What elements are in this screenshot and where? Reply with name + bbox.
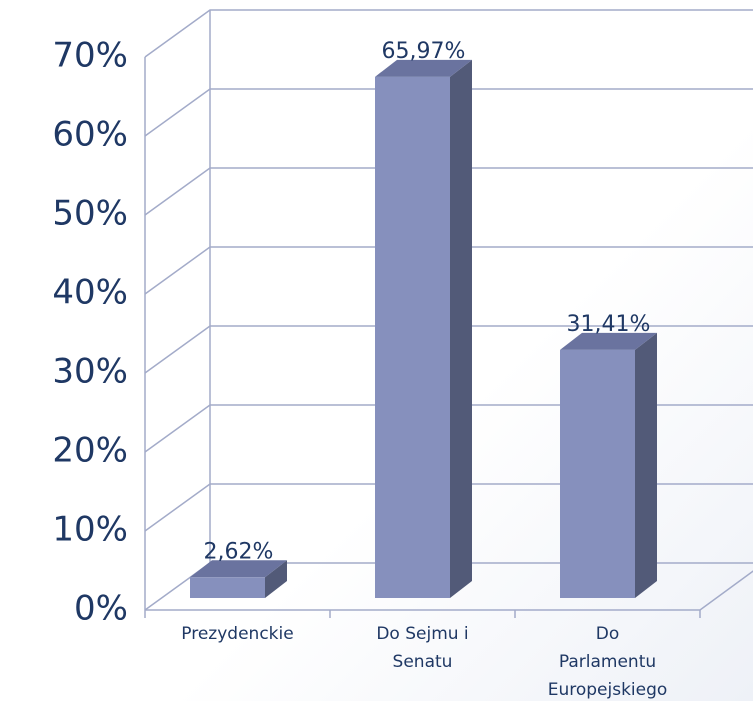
bar-side <box>635 332 657 598</box>
y-tick-label: 30% <box>52 352 128 392</box>
bar-side <box>265 560 287 598</box>
bar <box>560 349 635 598</box>
grid-line <box>144 88 753 137</box>
data-label: 31,41% <box>567 312 651 337</box>
y-tick-label: 70% <box>52 36 128 76</box>
grid-line <box>144 167 753 216</box>
grid-line <box>144 325 753 374</box>
data-label: 65,97% <box>382 39 466 64</box>
x-tick-label: Do Parlamentu Europejskiego <box>547 624 668 700</box>
bar-side <box>450 59 472 599</box>
y-tick-label: 60% <box>52 115 128 155</box>
y-tick-label: 20% <box>52 431 128 471</box>
y-tick-label: 50% <box>52 194 128 234</box>
x-tick-label: Prezydenckie <box>181 624 294 644</box>
grid-line <box>144 246 753 295</box>
y-tick-label: 0% <box>74 589 128 629</box>
x-tick-label: Do Sejmu i Senatu <box>376 624 469 672</box>
bar <box>375 76 450 599</box>
bar-top <box>560 332 657 350</box>
bar-top <box>190 560 287 578</box>
y-tick-label: 10% <box>52 510 128 550</box>
bar-top <box>375 59 472 77</box>
data-label: 2,62% <box>204 539 274 564</box>
bar <box>190 577 265 598</box>
y-tick-label: 40% <box>52 273 128 313</box>
grid-line <box>144 9 753 58</box>
